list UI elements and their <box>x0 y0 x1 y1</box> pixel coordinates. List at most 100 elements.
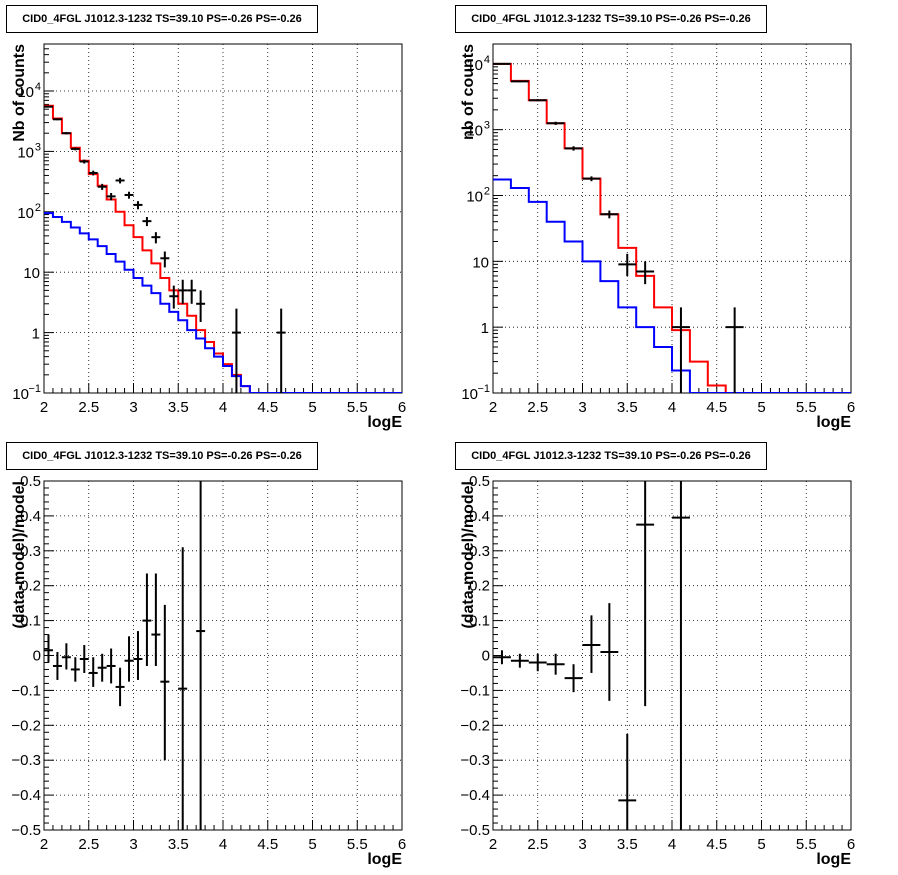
data-point <box>79 645 89 673</box>
model-source-line <box>44 212 402 393</box>
data-point <box>151 573 161 666</box>
y-tick-label: 10 <box>472 254 489 271</box>
data-point <box>52 118 62 121</box>
y-tick-label: 1 <box>32 326 40 343</box>
model-source-line <box>493 178 851 393</box>
data-point <box>582 176 601 182</box>
data-point <box>546 653 565 675</box>
data-point <box>88 170 98 176</box>
y-tick-label: 0 <box>482 648 490 665</box>
data-point <box>70 657 80 682</box>
data-point <box>636 261 655 285</box>
data-point <box>600 603 619 701</box>
y-tick-exponent: 2 <box>484 185 490 197</box>
data-point <box>528 99 547 102</box>
x-tick-label: 4 <box>219 399 227 416</box>
x-tick-label: 2.5 <box>527 399 548 416</box>
y-tick-label: 0.1 <box>469 613 490 630</box>
data-point <box>44 634 53 663</box>
data-point <box>493 62 511 65</box>
data-point <box>79 159 89 164</box>
y-tick-exponent: 4 <box>35 81 41 93</box>
data-point <box>61 643 71 670</box>
y-tick-label: 10 <box>466 123 483 140</box>
y-tick-exponent: 3 <box>35 141 41 153</box>
y-tick-exponent: 2 <box>35 202 41 214</box>
data-point <box>196 290 206 322</box>
x-tick-label: 6 <box>847 836 855 853</box>
y-axis-label: (data-model)/model <box>460 481 477 629</box>
data-point <box>124 636 134 682</box>
y-tick-exponent: 4 <box>484 54 490 66</box>
data-point <box>510 80 529 83</box>
y-tick-label: 0.3 <box>20 543 41 560</box>
plot-area <box>493 62 851 393</box>
chart-panel-3: 2 2.5 3 3.5 4 4.5 5 5.5 6 −0.5 −0.4 −0.3 −0.2 −0.1 0 0.… <box>460 473 855 868</box>
x-tick-label: 3 <box>129 399 137 416</box>
y-tick-label: −0.3 <box>11 752 41 769</box>
data-point <box>142 217 152 227</box>
y-tick-label: 10 <box>466 57 483 74</box>
data-point <box>124 191 134 199</box>
x-tick-label: 4.5 <box>706 836 727 853</box>
y-tick-label: 0.4 <box>20 508 41 525</box>
y-tick-label: 0.4 <box>469 508 490 525</box>
data-point <box>546 121 565 125</box>
data-point <box>725 307 744 393</box>
y-tick-label: 10 <box>17 84 34 101</box>
plot-area <box>493 481 690 830</box>
y-tick-label: 0.3 <box>469 543 490 560</box>
x-tick-label: 3 <box>129 836 137 853</box>
data-point <box>70 147 80 151</box>
y-tick-label: −0.1 <box>460 682 490 699</box>
y-tick-label: 10 <box>17 144 34 161</box>
data-point <box>276 308 286 393</box>
data-point <box>672 307 690 393</box>
y-axis-label: Nb of counts <box>11 44 28 142</box>
data-point <box>582 615 601 673</box>
x-axis-label: logE <box>816 851 851 868</box>
x-tick-label: 4.5 <box>257 836 278 853</box>
x-tick-label: 2 <box>489 836 497 853</box>
x-tick-label: 3 <box>578 836 586 853</box>
data-point <box>178 547 188 830</box>
data-point <box>160 604 170 761</box>
y-tick-label: −0.3 <box>460 752 490 769</box>
x-tick-label: 5 <box>757 399 765 416</box>
x-tick-label: 4 <box>219 836 227 853</box>
x-tick-label: 2.5 <box>78 399 99 416</box>
data-point <box>44 105 53 108</box>
x-tick-label: 5 <box>308 836 316 853</box>
y-axis-label: (data-model)/model <box>11 481 28 629</box>
y-tick-label: 10 <box>17 205 34 222</box>
x-tick-label: 5.5 <box>796 399 817 416</box>
data-point <box>133 201 143 210</box>
y-tick-label: −0.1 <box>11 682 41 699</box>
x-tick-label: 4 <box>668 399 676 416</box>
x-tick-label: 5.5 <box>347 399 368 416</box>
data-point <box>231 308 241 393</box>
y-tick-label: 0.1 <box>20 613 41 630</box>
x-tick-label: 6 <box>847 399 855 416</box>
x-tick-label: 3.5 <box>168 399 189 416</box>
x-tick-label: 3.5 <box>617 836 638 853</box>
x-tick-label: 5 <box>308 399 316 416</box>
y-tick-label: −0.5 <box>460 822 490 839</box>
y-tick-label: −0.2 <box>460 717 490 734</box>
chart-panel-2: 2 2.5 3 3.5 4 4.5 5 5.5 6 −0.5 −0.4 −0.3 −0.2 −0.1 0 0.… <box>11 473 406 868</box>
y-tick-label: −0.4 <box>460 787 490 804</box>
y-tick-label: 0.2 <box>20 578 41 595</box>
data-point <box>510 653 529 668</box>
x-tick-label: 4.5 <box>257 399 278 416</box>
panel-title-bottom-right: CID0_4FGL J1012.3-1232 TS=39.10 PS=-0.26… <box>455 442 767 470</box>
data-point <box>564 664 583 693</box>
data-point <box>187 279 197 304</box>
data-point <box>636 481 655 707</box>
x-tick-label: 2.5 <box>527 836 548 853</box>
data-point <box>106 192 116 201</box>
data-point <box>564 146 583 151</box>
y-tick-label: −0.5 <box>11 822 41 839</box>
data-point <box>493 650 511 665</box>
panel-title-top-right: CID0_4FGL J1012.3-1232 TS=39.10 PS=-0.26… <box>455 5 767 33</box>
